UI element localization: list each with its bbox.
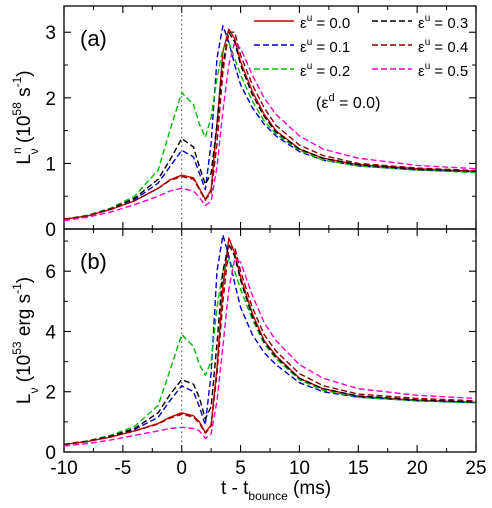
series-line--u-0-3 bbox=[63, 31, 477, 220]
panel-label: (b) bbox=[80, 249, 107, 274]
series-line--u-0-4 bbox=[63, 246, 477, 446]
legend: εu = 0.0 εu = 0.1 εu = 0.2 εu = 0.3 εu = 0.4… bbox=[254, 13, 468, 80]
legend-label: εu = 0.1 bbox=[300, 37, 350, 56]
y-tick-label: 0 bbox=[45, 443, 56, 464]
y-tick-label: 1 bbox=[45, 154, 56, 175]
y-tick-label: 2 bbox=[45, 89, 56, 110]
plot-frame bbox=[63, 228, 477, 453]
series-line--u-0-0 bbox=[63, 237, 477, 446]
y-tick-label: 3 bbox=[45, 23, 56, 44]
series-line--u-0-2 bbox=[63, 41, 477, 220]
x-tick-label: -5 bbox=[114, 458, 131, 479]
series-line--u-0-3 bbox=[63, 243, 477, 446]
x-tick-label: 25 bbox=[465, 458, 486, 479]
x-tick-label: 10 bbox=[289, 458, 310, 479]
panel-b: 0 2 4 6 (b) Lν (1053 erg s-1) -10 -5 0 5 10 15 20 25 t… bbox=[10, 228, 487, 503]
series-line--u-0-1 bbox=[63, 234, 477, 446]
series-line--u-0-4 bbox=[63, 31, 477, 220]
y-axis-label: Lν (1053 erg s-1) bbox=[10, 277, 41, 404]
y-axis-label: Ln ν (1058 s-1) bbox=[10, 70, 41, 164]
x-tick-label: 0 bbox=[176, 458, 187, 479]
series-line--u-0-5 bbox=[63, 258, 477, 447]
legend-label: εu = 0.2 bbox=[300, 61, 350, 80]
y-tick-label: 2 bbox=[45, 383, 56, 404]
panel-a: 0 1 2 3 (a) Ln ν (1058 s-1) bbox=[10, 5, 477, 241]
series-line--u-0-5 bbox=[63, 41, 477, 222]
series-line--u-0-2 bbox=[63, 258, 477, 445]
legend-label: εu = 0.0 bbox=[300, 13, 350, 32]
y-tick-label: 0 bbox=[45, 220, 56, 241]
legend-label: εu = 0.5 bbox=[418, 61, 468, 80]
y-tick-label: 4 bbox=[45, 322, 56, 343]
panel-label: (a) bbox=[80, 26, 107, 51]
x-tick-label: 20 bbox=[407, 458, 428, 479]
x-tick-label: -10 bbox=[50, 458, 77, 479]
x-tick-label: 15 bbox=[348, 458, 369, 479]
legend-label: εu = 0.3 bbox=[418, 13, 468, 32]
x-axis-label: t - tbounce (ms) bbox=[221, 478, 331, 503]
legend-label: εu = 0.4 bbox=[418, 37, 468, 56]
x-tick-label: 5 bbox=[235, 458, 246, 479]
annotation-epsilon-d: (εd = 0.0) bbox=[316, 92, 380, 112]
y-tick-label: 6 bbox=[45, 262, 56, 283]
